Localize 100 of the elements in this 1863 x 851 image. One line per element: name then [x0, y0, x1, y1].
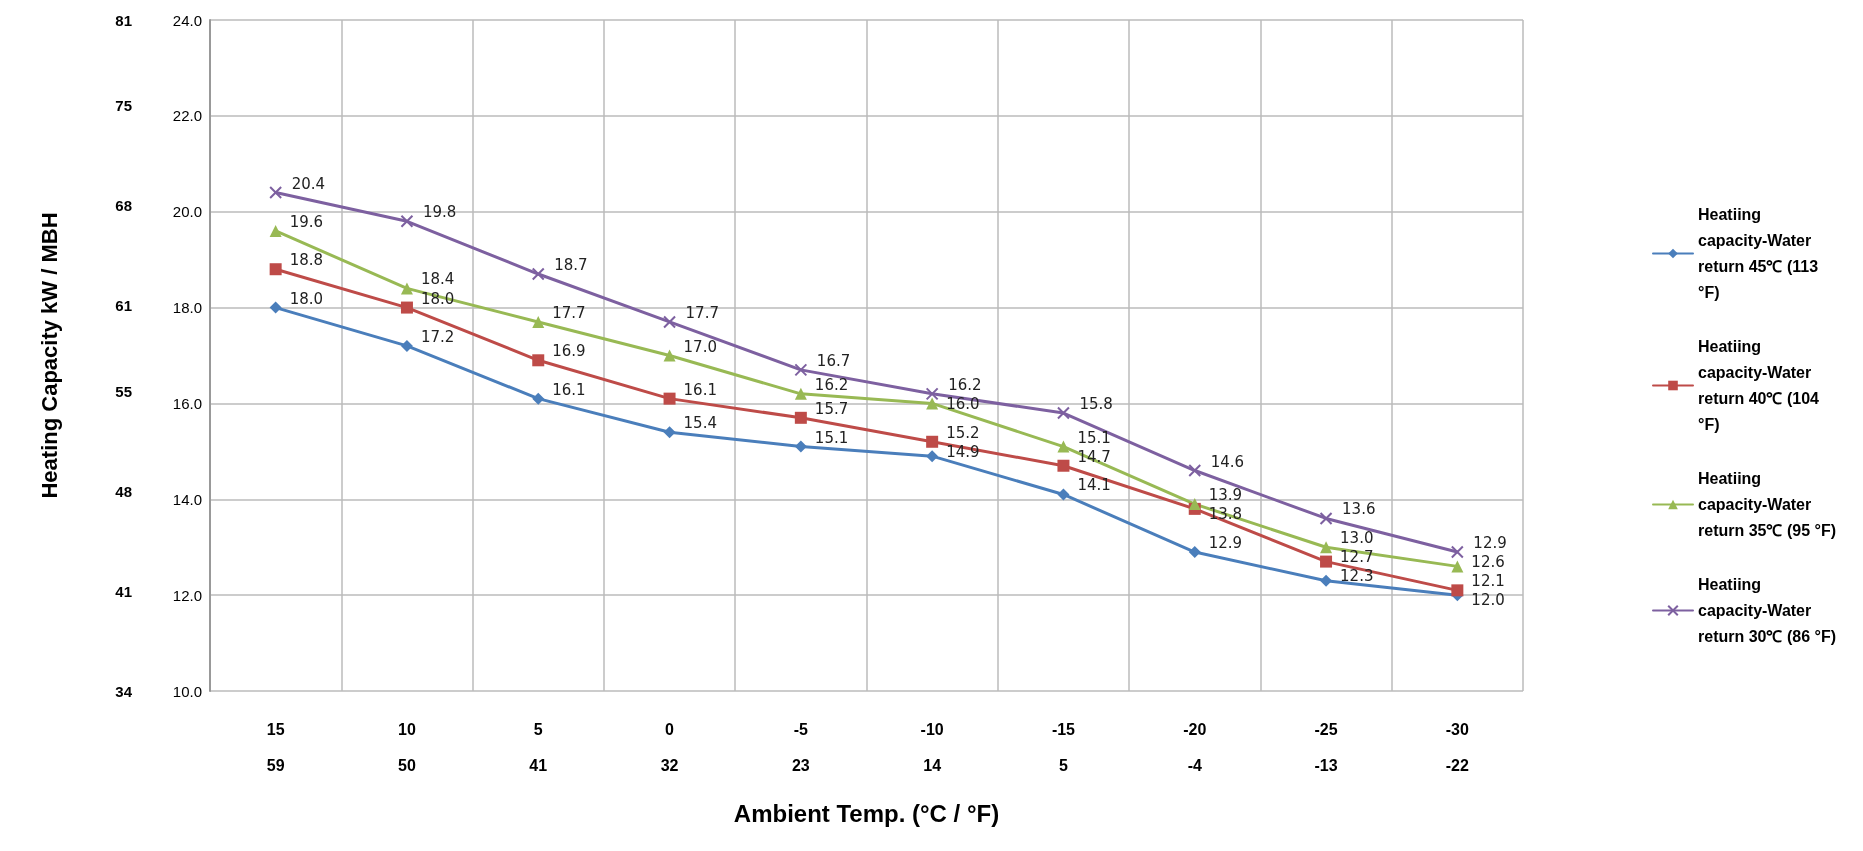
point [1320, 574, 1333, 587]
y-tick-label: 12.0 [172, 586, 202, 604]
point [926, 450, 939, 463]
point [1450, 545, 1464, 559]
y-tick-label: 20.0 [172, 203, 202, 221]
point [663, 392, 676, 405]
y2-tick-label: 68 [115, 197, 132, 215]
y2-tick-label: 41 [115, 582, 132, 600]
point [531, 267, 545, 281]
data-label: 15.8 [1079, 395, 1113, 414]
point [1188, 546, 1201, 559]
data-label: 16.0 [946, 394, 980, 413]
point [926, 435, 939, 448]
data-label: 15.1 [1077, 428, 1111, 447]
point [1451, 584, 1464, 597]
point [926, 397, 939, 410]
data-label: 16.1 [552, 380, 586, 399]
data-label: 17.2 [420, 327, 455, 346]
point [1451, 560, 1464, 573]
point [794, 387, 807, 400]
point [663, 315, 677, 329]
point [794, 363, 808, 377]
data-label: 18.4 [420, 270, 455, 289]
y-tick-label: 24.0 [172, 11, 202, 29]
data-label: 12.9 [1473, 534, 1507, 553]
x-tick-label: 10 50 [398, 720, 416, 774]
data-label: 15.1 [814, 428, 849, 447]
x-tick-label: -15 5 [1051, 720, 1076, 774]
data-label: 20.4 [291, 174, 326, 193]
point [269, 301, 282, 314]
point [400, 339, 413, 352]
x-tick-label: 5 41 [529, 720, 548, 774]
point [1319, 511, 1333, 525]
data-label: 12.7 [1340, 548, 1374, 567]
data-label: 12.3 [1340, 567, 1374, 586]
data-label: 17.7 [552, 303, 586, 322]
y2-axis-title: Heating Capacity kW / MBH [36, 212, 62, 499]
point [925, 387, 939, 401]
y2-tick-label: 75 [115, 97, 132, 115]
point [400, 301, 413, 314]
point [269, 224, 282, 237]
point [663, 349, 676, 362]
point [532, 392, 545, 405]
point [1188, 464, 1202, 478]
legend-label: Heatiing capacity-Water return 30℃ (86 °F) [1698, 576, 1836, 645]
x-axis-title: Ambient Temp. (°C / °F) [733, 799, 1000, 827]
y2-tick-label: 55 [115, 382, 132, 400]
point [1188, 498, 1201, 511]
data-label: 18.0 [289, 289, 324, 308]
y-tick-label: 10.0 [172, 682, 202, 700]
y-tick-label: 22.0 [172, 107, 202, 125]
y-tick-label: 18.0 [172, 299, 202, 317]
data-label: 15.4 [683, 414, 717, 433]
data-label: 18.8 [289, 251, 324, 270]
data-label: 15.7 [814, 399, 849, 418]
y2-tick-label: 81 [115, 11, 132, 29]
data-label: 13.9 [1208, 486, 1243, 505]
data-label: 19.6 [289, 212, 324, 231]
point [1320, 541, 1333, 554]
x-tick-label: -25 -13 [1314, 720, 1338, 774]
data-label: 12.0 [1471, 591, 1505, 610]
data-label: 19.8 [422, 203, 457, 222]
point [794, 411, 807, 424]
y2-tick-label: 48 [115, 482, 132, 500]
point [269, 186, 283, 200]
data-label: 15.2 [946, 423, 980, 442]
y2-tick-label: 34 [115, 682, 133, 700]
point [1320, 555, 1333, 568]
data-label: 14.9 [946, 442, 980, 461]
data-label: 12.9 [1208, 534, 1243, 553]
legend-label: Heatiing capacity-Water return 40℃ (104 °F) [1698, 338, 1824, 433]
x-tick-label: -30 -22 [1445, 720, 1470, 774]
data-label: 16.9 [552, 342, 586, 361]
x-tick-label: -5 23 [791, 720, 810, 774]
point [269, 263, 282, 276]
point [400, 282, 413, 295]
data-label: 17.0 [683, 337, 717, 356]
data-label: 18.7 [554, 256, 588, 275]
data-label: 13.6 [1342, 500, 1376, 519]
point [1057, 440, 1070, 453]
x-tick-label: 0 32 [660, 720, 679, 774]
data-label: 16.7 [816, 351, 851, 370]
data-label: 17.7 [685, 303, 719, 322]
data-label: 16.2 [948, 375, 982, 394]
y-tick-label: 14.0 [172, 490, 202, 508]
data-label: 12.1 [1471, 572, 1505, 591]
point [663, 426, 676, 439]
legend-label: Heatiing capacity-Water return 35℃ (95 °F) [1698, 470, 1836, 539]
x-tick-label: 15 59 [266, 720, 285, 774]
data-label: 14.6 [1210, 452, 1245, 471]
data-label: 14.1 [1077, 476, 1111, 495]
data-label: 13.0 [1340, 529, 1374, 548]
y2-tick-label: 61 [115, 297, 132, 315]
point [1056, 406, 1070, 420]
x-tick-label: -20 -4 [1183, 720, 1207, 774]
y-tick-label: 16.0 [172, 394, 202, 412]
data-label: 16.1 [683, 380, 717, 399]
point [532, 354, 545, 367]
point [794, 440, 807, 453]
point [532, 315, 545, 328]
